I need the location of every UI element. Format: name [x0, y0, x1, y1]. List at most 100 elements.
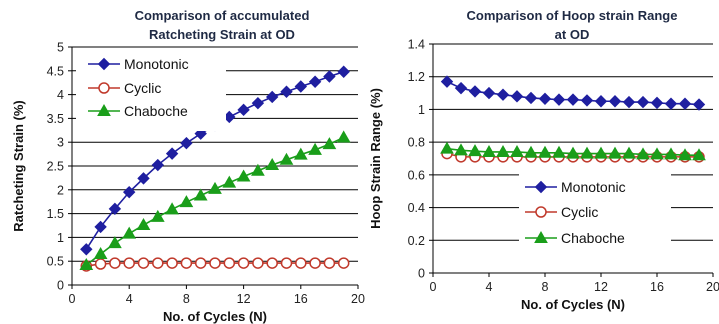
legend-marker: [534, 230, 548, 243]
data-point: [337, 65, 350, 78]
data-point: [222, 175, 237, 188]
x-tick-label: 4: [126, 292, 133, 306]
x-tick-label: 12: [237, 292, 251, 306]
data-point: [294, 80, 308, 93]
data-point: [237, 103, 250, 117]
data-point: [93, 247, 108, 260]
data-point: [109, 257, 121, 269]
data-point: [440, 75, 454, 88]
legend-marker: [97, 103, 111, 116]
y-tick-label: 0.5: [47, 255, 64, 269]
data-point: [566, 146, 580, 159]
data-point: [608, 146, 622, 159]
y-tick-label: 0: [57, 279, 64, 293]
data-point: [594, 146, 608, 159]
data-point: [538, 145, 552, 158]
series-chaboche: [79, 130, 351, 271]
data-point: [122, 185, 136, 199]
data-point: [123, 257, 135, 269]
x-tick-label: 4: [486, 280, 493, 294]
data-point: [664, 147, 678, 160]
data-point: [122, 226, 137, 239]
x-tick-label: 0: [69, 292, 76, 306]
y-tick-label: 3: [57, 136, 64, 150]
y-tick-label: 2: [57, 183, 64, 197]
data-point: [180, 136, 193, 150]
data-point: [336, 130, 351, 143]
data-point: [165, 147, 179, 160]
data-point: [194, 257, 207, 269]
legend-marker: [98, 82, 110, 94]
data-point: [236, 169, 251, 182]
data-point: [482, 86, 496, 100]
legend-label: Cyclic: [561, 204, 598, 220]
x-tick-label: 20: [706, 280, 719, 294]
data-point: [468, 144, 482, 157]
chart-1: Comparison of accumulated Ratcheting Stra…: [11, 8, 365, 324]
data-point: [594, 95, 608, 108]
x-tick-label: 16: [294, 292, 308, 306]
legend-marker: [97, 57, 111, 71]
data-point: [622, 146, 636, 159]
data-point: [496, 88, 510, 101]
x-tick-label: 0: [430, 280, 437, 294]
data-point: [322, 137, 337, 150]
y-tick-label: 0: [418, 267, 425, 281]
chart-title-line: Comparison of Hoop strain Range: [467, 8, 678, 23]
y-tick-label: 0.4: [408, 201, 425, 215]
data-point: [650, 147, 664, 160]
data-point: [636, 95, 650, 109]
data-point: [524, 145, 538, 158]
x-tick-label: 20: [351, 292, 365, 306]
data-point: [280, 257, 293, 269]
data-point: [137, 172, 150, 185]
y-axis-label: Ratcheting Strain (%): [11, 100, 26, 231]
data-point: [678, 148, 692, 161]
data-point: [552, 145, 566, 158]
data-point: [279, 152, 294, 165]
data-point: [440, 141, 454, 154]
series-cyclic: [80, 257, 350, 272]
y-tick-label: 1.4: [408, 38, 425, 52]
data-point: [524, 91, 538, 105]
data-point: [496, 144, 510, 157]
data-point: [251, 96, 265, 110]
legend-label: Monotonic: [124, 56, 189, 72]
legend: Monotonic Cyclic Chaboche: [519, 174, 671, 256]
data-point: [622, 95, 636, 109]
chart-2: Comparison of Hoop strain Range at OD 0 0.2…: [368, 8, 719, 312]
y-tick-label: 4.5: [47, 64, 64, 78]
series-monotonic: [440, 75, 706, 111]
data-point: [193, 188, 208, 201]
y-axis-label: Hoop Strain Range (%): [368, 88, 383, 229]
data-point: [94, 258, 107, 270]
data-point: [179, 195, 194, 208]
y-tick-label: 0.8: [408, 136, 425, 150]
legend-marker: [535, 206, 547, 218]
data-point: [692, 148, 706, 161]
data-point: [323, 257, 336, 269]
series-chaboche: [440, 141, 706, 161]
chart-title-line: Comparison of accumulated: [135, 8, 310, 23]
data-point: [293, 147, 308, 160]
data-point: [165, 202, 179, 215]
legend-label: Monotonic: [561, 179, 626, 195]
data-point: [468, 85, 482, 98]
chart-title-line: Ratcheting Strain at OD: [149, 27, 295, 42]
data-point: [208, 181, 222, 194]
y-tick-label: 0.6: [408, 168, 425, 182]
chart-title-line: at OD: [555, 27, 590, 42]
data-point: [151, 158, 165, 172]
data-point: [252, 257, 264, 269]
data-point: [323, 70, 336, 83]
legend-label: Chaboche: [561, 230, 625, 246]
data-point: [295, 257, 307, 269]
data-point: [223, 257, 236, 269]
x-tick-label: 8: [542, 280, 549, 294]
x-axis-label: No. of Cycles (N): [163, 309, 267, 324]
data-point: [552, 93, 566, 106]
data-point: [108, 202, 122, 216]
data-point: [636, 147, 650, 160]
legend-marker: [534, 180, 548, 194]
